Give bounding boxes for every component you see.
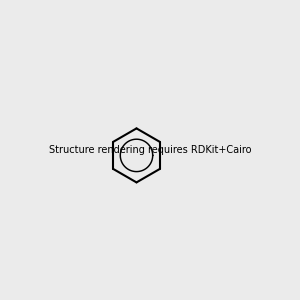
Text: Structure rendering requires RDKit+Cairo: Structure rendering requires RDKit+Cairo <box>49 145 251 155</box>
